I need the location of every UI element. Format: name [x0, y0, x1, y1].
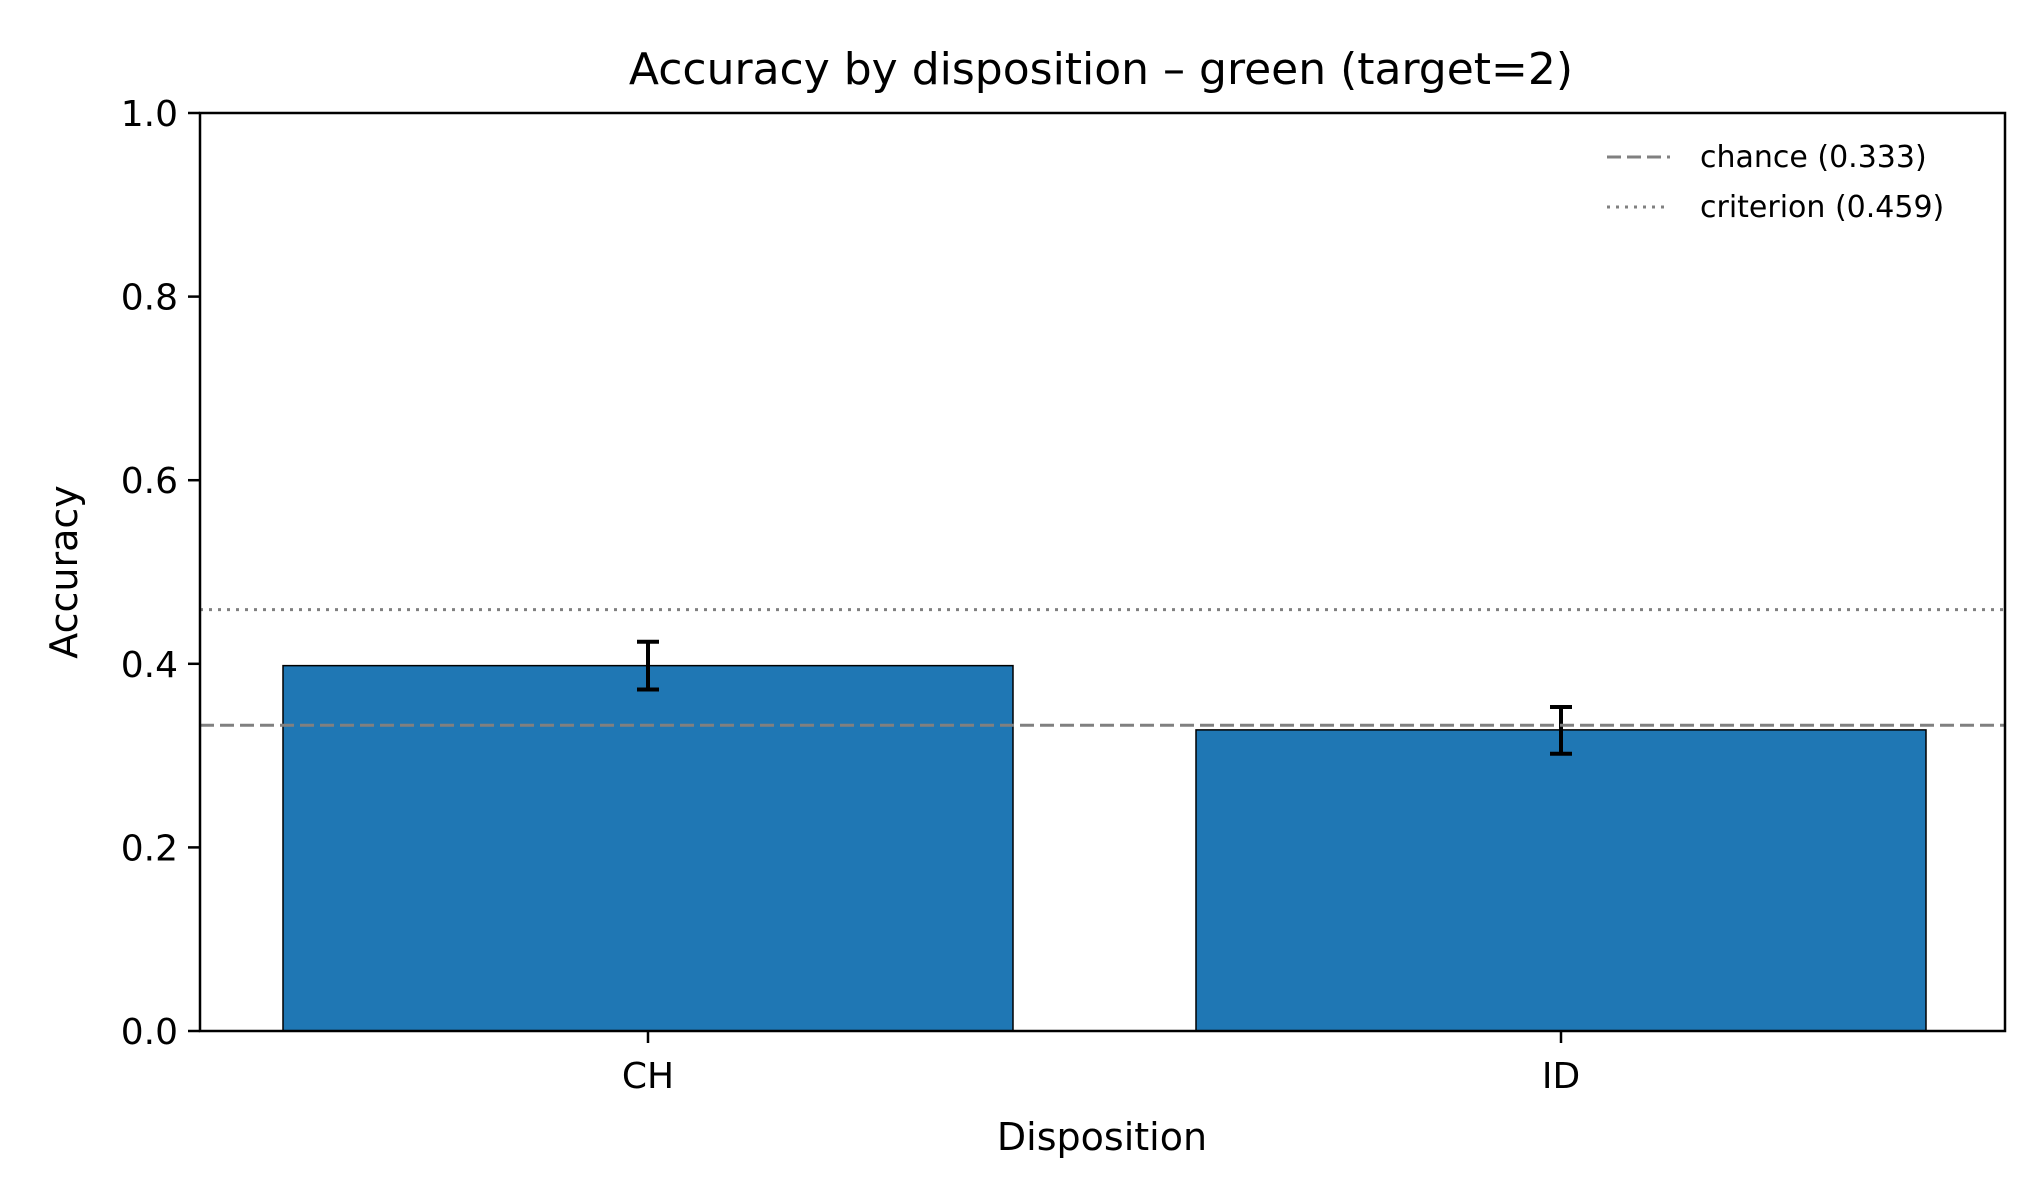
axes-frame — [198, 111, 2007, 1033]
legend-label: chance (0.333) — [1700, 140, 1927, 175]
x-tick-label: ID — [1542, 1056, 1580, 1097]
bar-ch — [282, 664, 1014, 1032]
plot-area: CH ID 0.0 0.2 0.4 0.6 0.8 1.0 — [121, 94, 2005, 1097]
y-tick-label: 0.2 — [121, 828, 178, 869]
y-axis-label: Accuracy — [42, 485, 86, 659]
x-tick-label: CH — [622, 1056, 674, 1097]
legend-label: criterion (0.459) — [1700, 190, 1944, 225]
y-tick-label: 0.0 — [121, 1012, 178, 1053]
y-tick-label: 0.8 — [121, 278, 178, 319]
bar-id — [1195, 729, 1927, 1032]
x-axis-label: Disposition — [997, 1115, 1207, 1159]
y-tick-label: 0.6 — [121, 461, 178, 502]
chart-title: Accuracy by disposition – green (target=… — [629, 44, 1573, 95]
y-tick-label: 1.0 — [121, 94, 178, 135]
legend: chance (0.333) criterion (0.459) — [1607, 140, 1944, 225]
y-tick-label: 0.4 — [121, 645, 178, 686]
